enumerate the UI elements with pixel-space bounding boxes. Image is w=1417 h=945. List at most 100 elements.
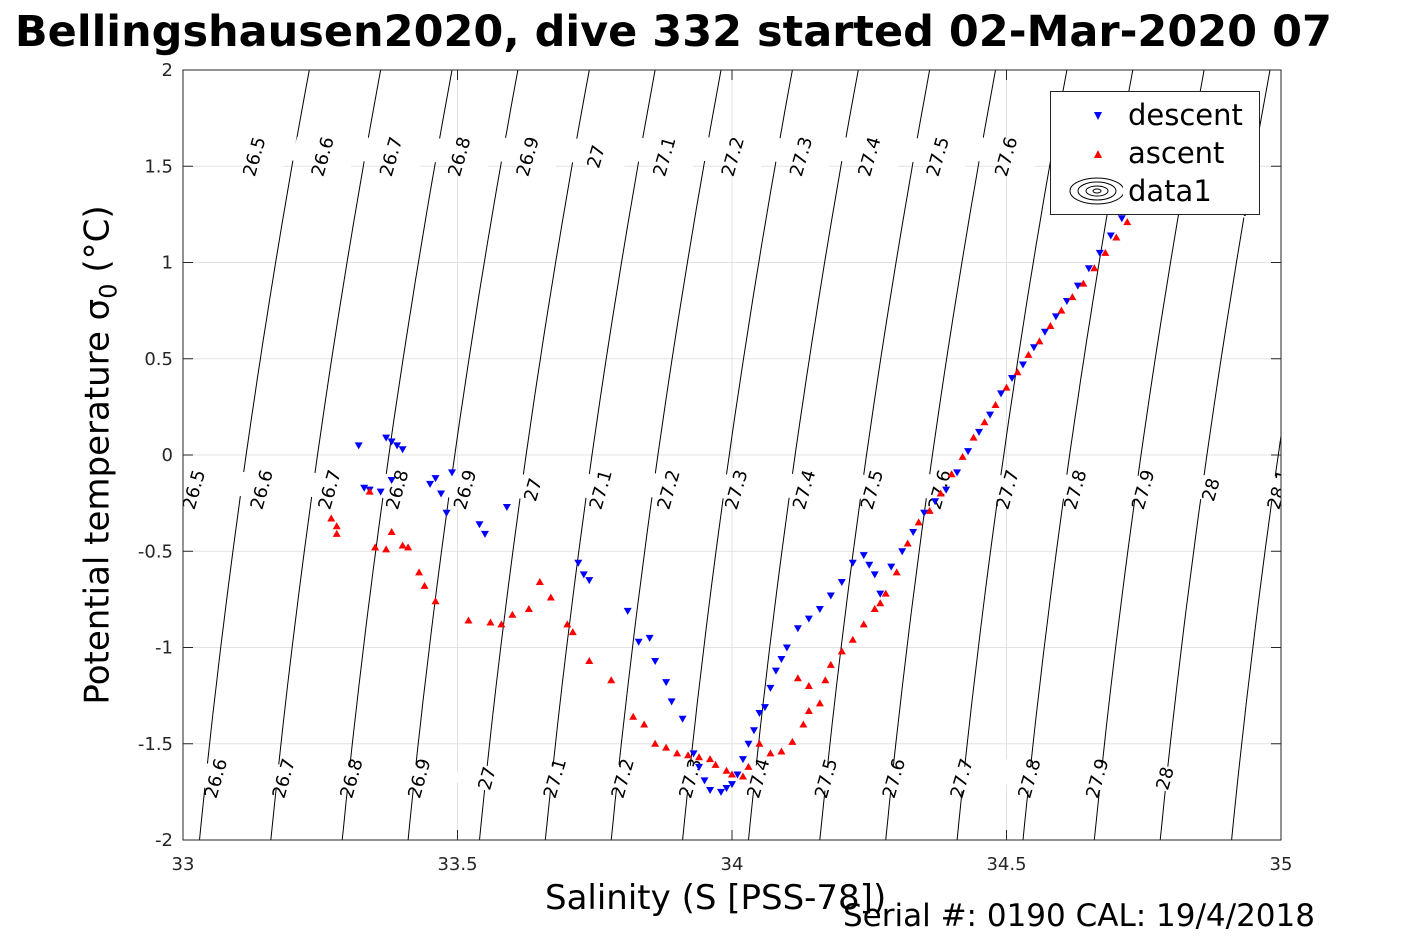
descent-point bbox=[1095, 249, 1104, 257]
descent-point bbox=[1040, 328, 1049, 336]
isopycnal-labels: 26.5 26.6 26.7 26.8 26.9 27 27.1 27.2 27.3 27.4 27… bbox=[183, 135, 1281, 801]
descent-point bbox=[706, 786, 715, 794]
descent-point bbox=[870, 571, 879, 579]
ascent-point bbox=[327, 514, 336, 522]
descent-point bbox=[502, 503, 511, 511]
ascent-point bbox=[563, 620, 572, 628]
descent-point bbox=[623, 607, 632, 615]
isopycnal-line bbox=[479, 70, 590, 840]
ascent-point bbox=[1101, 248, 1110, 256]
ascent-point bbox=[881, 589, 890, 597]
y-tick-label: -1.5 bbox=[138, 734, 173, 755]
isopycnal-label-bg bbox=[704, 469, 769, 510]
ascent-point bbox=[804, 682, 813, 689]
isopycnal-label-bg bbox=[929, 758, 994, 799]
descent-point bbox=[1073, 282, 1082, 290]
descent-point bbox=[815, 606, 824, 613]
ascent-point bbox=[508, 610, 517, 618]
isopycnal-line bbox=[544, 70, 656, 840]
ascent-point bbox=[958, 452, 967, 460]
ascent-point bbox=[640, 720, 649, 728]
ascent-point bbox=[947, 470, 956, 478]
descent-point bbox=[437, 490, 446, 498]
descent-point bbox=[585, 577, 594, 585]
ascent-point bbox=[766, 749, 775, 757]
y-tick-label: 1 bbox=[162, 253, 173, 274]
isopycnal-label-bg bbox=[1111, 469, 1176, 510]
descent-point bbox=[689, 750, 698, 758]
descent-point bbox=[475, 521, 484, 529]
descent-point bbox=[782, 644, 791, 652]
isopycnal-label-bg bbox=[427, 136, 492, 177]
isopycnal-line bbox=[270, 70, 382, 840]
ascent-point bbox=[744, 762, 753, 770]
tick-labels: 33 33.5 34 34.5 35 -2 -1.5 -1 -0.5 0 0.5 1 1.5 2 bbox=[138, 60, 1293, 875]
ascent-point bbox=[535, 578, 544, 586]
ascent-point bbox=[332, 529, 341, 537]
ascent-point bbox=[404, 543, 413, 551]
y-tick-label: 0.5 bbox=[144, 349, 173, 370]
isopycnal-label-bg bbox=[1246, 469, 1281, 510]
descent-point bbox=[1051, 313, 1060, 321]
legend-row-ascent: ascent bbox=[1051, 134, 1259, 172]
ascent-point bbox=[673, 749, 682, 757]
descent-point bbox=[1084, 265, 1093, 273]
chart-title: 8 Bellingshausen2020, dive 332 started 0… bbox=[0, 7, 1332, 57]
y-axis-label-sigma: σ bbox=[77, 298, 118, 321]
x-tick-label: 34 bbox=[721, 854, 744, 875]
isopycnal-label-bg bbox=[997, 758, 1062, 799]
legend-label-ascent: ascent bbox=[1128, 136, 1225, 170]
descent-point bbox=[431, 475, 440, 483]
isopycnal-lines bbox=[199, 70, 1281, 840]
isopycnal-line bbox=[610, 70, 722, 840]
descent-point bbox=[744, 740, 753, 748]
x-tick-label: 34.5 bbox=[986, 854, 1026, 875]
isopycnal-label-bg bbox=[297, 469, 362, 510]
isopycnal-label-bg bbox=[183, 758, 249, 799]
ascent-point bbox=[837, 647, 846, 655]
ascent-point bbox=[1013, 368, 1022, 376]
ascent-point bbox=[969, 433, 978, 441]
isopycnal-label-bg bbox=[358, 136, 424, 177]
ascent-point bbox=[848, 635, 857, 643]
ascent-point bbox=[1002, 383, 1011, 391]
ascent-point bbox=[788, 737, 797, 745]
ascent-point bbox=[387, 528, 396, 535]
isopycnal-label-bg bbox=[700, 136, 765, 177]
descent-point bbox=[667, 698, 676, 706]
descent-point bbox=[865, 561, 874, 569]
ascent-point bbox=[1024, 350, 1033, 358]
descent-point bbox=[426, 480, 435, 488]
y-tick-label: -1 bbox=[155, 638, 173, 659]
isopycnal-label-bg bbox=[455, 758, 520, 799]
legend: descent ascent data1 bbox=[1050, 91, 1260, 215]
isopycnal-line bbox=[682, 70, 793, 840]
ascent-point bbox=[706, 755, 715, 763]
descent-point bbox=[755, 709, 764, 717]
ascent-point bbox=[826, 660, 835, 668]
ascent-point bbox=[1068, 293, 1077, 301]
descent-point bbox=[771, 667, 780, 675]
descent-point bbox=[749, 727, 758, 735]
ascent-point bbox=[365, 487, 374, 495]
y-axis-label-unit: (°C) bbox=[77, 205, 118, 284]
x-axis-label: Salinity (S [PSS-78]) bbox=[545, 878, 887, 918]
descent-point bbox=[766, 684, 775, 692]
isopycnal-label-bg bbox=[229, 469, 294, 510]
ascent-point bbox=[1046, 322, 1055, 330]
isopycnal-label-bg bbox=[433, 469, 498, 510]
ascent-point bbox=[1090, 264, 1099, 272]
descent-point bbox=[722, 785, 731, 793]
isopycnal-label-bg bbox=[251, 758, 316, 799]
isopycnal-label-bg bbox=[1178, 469, 1244, 510]
descent-point bbox=[1106, 232, 1115, 240]
descent-point bbox=[997, 390, 1006, 398]
ascent-point bbox=[497, 620, 506, 628]
descent-point bbox=[662, 679, 671, 687]
serial-calibration-note: Serial #: 0190 CAL: 19/4/2018 bbox=[843, 898, 1315, 934]
ascent-point bbox=[546, 593, 555, 601]
ascent-point bbox=[629, 712, 638, 720]
ascent-point bbox=[332, 522, 341, 530]
y-tick-label: 2 bbox=[162, 60, 173, 81]
descent-point bbox=[1117, 215, 1126, 223]
